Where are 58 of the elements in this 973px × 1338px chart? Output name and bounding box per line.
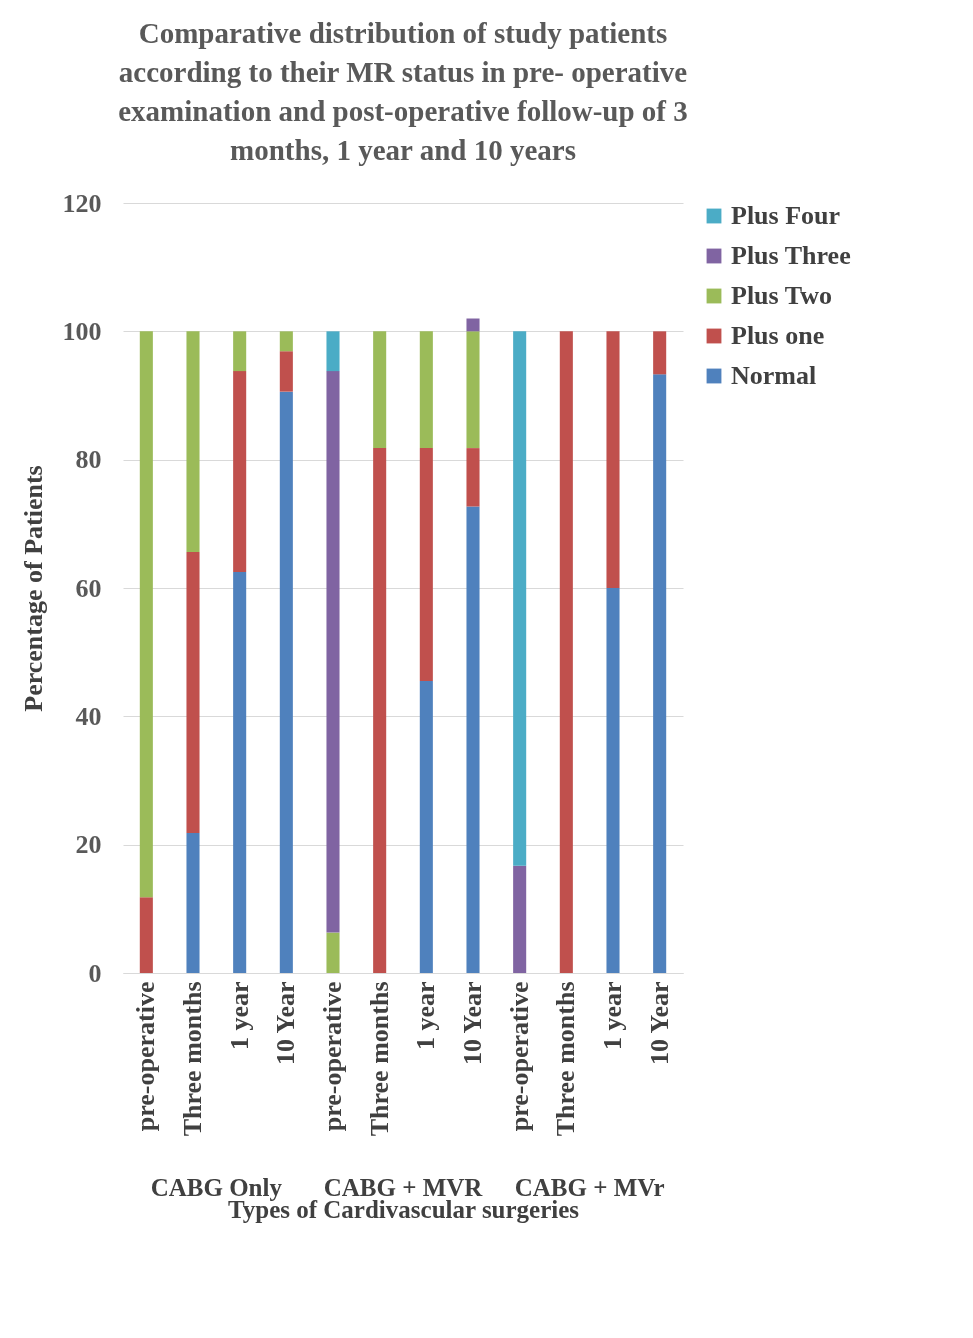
- bar: [186, 552, 200, 834]
- x-tick-label: 1 year: [224, 981, 254, 1051]
- text: CABG + MVR: [323, 1174, 484, 1201]
- bar: [606, 331, 620, 588]
- x-tick-label: pre-operative: [504, 981, 534, 1132]
- bar: [466, 331, 480, 449]
- x-tick-label: 10 Year: [458, 981, 487, 1066]
- bar: [326, 331, 340, 372]
- y-tick-label: 100: [62, 316, 102, 346]
- y-tick-label: 80: [75, 445, 102, 475]
- y-tick-label: 60: [75, 573, 102, 603]
- bar: [559, 331, 573, 973]
- bar: [233, 571, 247, 973]
- bar: [513, 331, 527, 866]
- bar: [373, 448, 387, 973]
- bar: [326, 932, 340, 973]
- x-tick-label: Three months: [551, 981, 581, 1137]
- bar: [326, 371, 340, 933]
- bar: [139, 897, 153, 973]
- chart-title: Comparative distribution of study patients according to their MR status in pre- operative examination and post-operative follow-up of 3 months, 1 year and 10 years: [118, 17, 688, 166]
- legend-label: Plus one: [731, 321, 825, 350]
- bar: [466, 506, 480, 973]
- bar: [466, 448, 480, 507]
- bar: [279, 391, 293, 973]
- bar: [419, 681, 433, 973]
- bar: [186, 833, 200, 973]
- y-tick-label: 20: [75, 830, 102, 860]
- bar: [186, 331, 200, 553]
- legend-label: Normal: [731, 361, 817, 390]
- y-tick-label: 0: [88, 958, 102, 988]
- x-tick-label: 10 Year: [644, 981, 674, 1066]
- y-tick-label: 40: [75, 701, 102, 731]
- x-tick-label: 10 Year: [271, 981, 301, 1066]
- bar: [466, 318, 480, 332]
- bar: [606, 588, 620, 973]
- y-tick-label: 120: [62, 188, 102, 218]
- x-tick-label: Three months: [178, 981, 207, 1137]
- bar: [233, 371, 247, 572]
- bar: [233, 331, 247, 372]
- legend-label: Plus Three: [731, 241, 851, 270]
- bar: [419, 448, 433, 682]
- x-tick-label: 1 year: [411, 981, 441, 1051]
- x-tick-label: pre-operative: [131, 981, 161, 1132]
- y-axis-title: Percentage of Patients: [18, 465, 48, 712]
- x-tick-label: pre-operative: [318, 981, 347, 1132]
- x-tick-label: 1 year: [598, 981, 627, 1051]
- legend-label: Plus Two: [731, 281, 832, 310]
- text: CABG + MVr: [514, 1174, 665, 1201]
- bar: [513, 865, 527, 973]
- bar: [653, 374, 667, 973]
- bar: [373, 331, 387, 449]
- x-tick-label: Three months: [364, 981, 394, 1137]
- bar: [139, 331, 153, 898]
- bar: [419, 331, 433, 449]
- legend-label: Plus Four: [731, 201, 841, 230]
- bar: [653, 331, 667, 375]
- bar: [279, 351, 293, 392]
- bar: [279, 331, 293, 352]
